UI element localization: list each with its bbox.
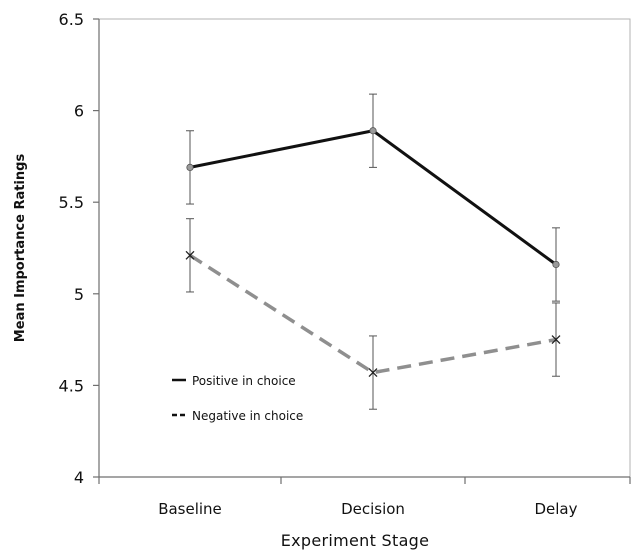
series-positive	[186, 93, 560, 302]
y-tick-label: 5.5	[59, 193, 84, 212]
x-tick-label: Delay	[534, 500, 577, 518]
x-axis-ticks: Baseline Decision Delay	[98, 477, 631, 518]
x-axis-title: Experiment Stage	[281, 531, 430, 550]
legend: Positive in choice Negative in choice	[172, 374, 303, 423]
data-point	[368, 368, 378, 378]
y-tick-label: 6.5	[59, 10, 84, 29]
data-point	[185, 250, 195, 260]
plot-area	[98, 18, 631, 478]
y-axis-ticks: 4 4.5 5 5.5 6 6.5	[59, 10, 99, 487]
y-tick-label: 4	[74, 468, 84, 487]
data-point	[186, 163, 194, 171]
series-layer	[185, 93, 561, 410]
x-tick-label: Decision	[341, 500, 405, 518]
legend-label-negative: Negative in choice	[192, 409, 303, 423]
y-tick-label: 4.5	[59, 376, 84, 395]
y-axis-title: Mean Importance Ratings	[13, 154, 28, 343]
x-tick-label: Baseline	[158, 500, 222, 518]
y-tick-label: 5	[74, 285, 84, 304]
y-tick-label: 6	[74, 102, 84, 121]
series-negative	[185, 218, 561, 410]
legend-label-positive: Positive in choice	[192, 374, 296, 388]
data-point	[369, 127, 377, 135]
series-line	[189, 253, 557, 375]
data-point	[552, 260, 560, 269]
data-point	[551, 335, 561, 345]
